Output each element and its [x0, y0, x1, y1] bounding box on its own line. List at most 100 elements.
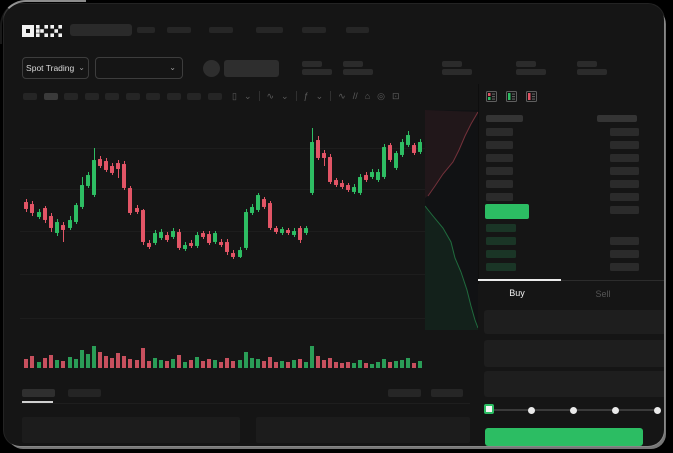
candle-body	[122, 164, 126, 188]
candle-style-icon[interactable]: ▯	[232, 90, 237, 101]
timeframe-button[interactable]	[84, 93, 99, 100]
volume-bar	[165, 361, 169, 368]
tab-buy[interactable]: Buy	[509, 288, 525, 298]
timeframe-button[interactable]	[105, 93, 119, 100]
volume-bar	[30, 356, 34, 368]
candle-body	[189, 243, 193, 246]
buy-button[interactable]	[485, 428, 643, 446]
candle-wick	[323, 150, 325, 166]
market-type-selector[interactable]: Spot Trading ⌄	[22, 57, 89, 79]
candle-body	[304, 228, 308, 233]
orders-tab-placeholder[interactable]	[22, 389, 55, 397]
book-view-bids-icon[interactable]	[506, 91, 517, 102]
candle-body	[310, 142, 314, 193]
last-price-badge[interactable]	[485, 204, 529, 219]
candle-body	[382, 147, 386, 177]
fullscreen-icon[interactable]: ⊡	[392, 90, 400, 101]
candle-body	[141, 210, 145, 242]
stat-label-placeholder	[302, 61, 322, 67]
volume-bar	[135, 360, 139, 368]
volume-bar	[346, 362, 350, 368]
volume-bar	[177, 355, 181, 368]
slider-stop-dot[interactable]	[527, 406, 535, 414]
timeframe-button[interactable]	[23, 93, 37, 100]
slider-stop-dot[interactable]	[569, 406, 577, 414]
volume-bar	[310, 346, 314, 368]
ask-price-placeholder	[486, 128, 513, 136]
nav-item-placeholder[interactable]	[346, 27, 369, 33]
volume-bar	[147, 361, 151, 368]
volume-bar	[141, 348, 145, 368]
bottom-input-left[interactable]	[22, 417, 240, 443]
volume-bar	[328, 358, 332, 368]
timeframe-button[interactable]	[207, 93, 222, 100]
wave-icon[interactable]: ∿	[338, 90, 346, 101]
nav-item-placeholder[interactable]	[167, 27, 191, 33]
volume-bar	[43, 358, 47, 368]
candle-body	[80, 185, 84, 207]
candle-body	[388, 145, 392, 160]
screenshot-icon[interactable]: ⌂	[364, 90, 371, 101]
amount-input-placeholder[interactable]	[484, 340, 664, 367]
candle-body	[292, 231, 296, 235]
settings-icon[interactable]: ◎	[377, 90, 386, 101]
volume-bar	[298, 359, 302, 368]
active-tab-underline	[478, 279, 561, 281]
search-bar-placeholder[interactable]	[70, 24, 132, 36]
line-style-icon[interactable]: ∿	[266, 90, 275, 101]
okx-logo[interactable]	[22, 24, 62, 38]
measure-icon[interactable]: //	[352, 90, 358, 101]
volume-bar	[225, 358, 229, 368]
volume-bar	[159, 360, 163, 368]
chevron-down-icon[interactable]: ⌄	[315, 90, 324, 101]
timeframe-button[interactable]	[166, 93, 181, 100]
volume-bar	[262, 361, 266, 368]
candle-body	[49, 216, 53, 228]
timeframe-button[interactable]	[43, 93, 58, 100]
chart-gridline	[20, 231, 425, 232]
candle-body	[74, 205, 78, 222]
depth-chart	[425, 110, 478, 330]
total-input-placeholder[interactable]	[484, 371, 664, 397]
nav-item-placeholder[interactable]	[209, 27, 233, 33]
price-input-placeholder[interactable]	[484, 310, 664, 334]
history-tab-placeholder[interactable]	[68, 389, 101, 397]
timeframe-button[interactable]	[125, 93, 140, 100]
pair-selector[interactable]: ⌄	[95, 57, 183, 79]
bottom-input-right[interactable]	[256, 417, 470, 443]
chevron-down-icon[interactable]: ⌄	[243, 90, 252, 101]
slider-handle[interactable]	[484, 404, 494, 414]
candle-body	[55, 222, 59, 233]
nav-item-placeholder[interactable]	[256, 27, 283, 33]
timeframe-button[interactable]	[64, 93, 78, 100]
ask-price-placeholder	[486, 141, 513, 149]
volume-bar	[376, 362, 380, 368]
book-view-combined-icon[interactable]	[486, 91, 497, 102]
candle-body	[207, 234, 211, 243]
book-view-asks-icon[interactable]	[526, 91, 537, 102]
ask-price-placeholder	[486, 154, 513, 162]
indicators-icon[interactable]: ƒ	[303, 90, 309, 101]
volume-bar	[37, 362, 41, 368]
volume-bar	[219, 362, 223, 368]
chevron-down-icon[interactable]: ⌄	[281, 90, 289, 101]
timeframe-button[interactable]	[187, 93, 201, 100]
volume-bar	[238, 360, 242, 368]
candle-body	[352, 187, 356, 192]
chart-gridline	[20, 274, 425, 275]
nav-item-placeholder[interactable]	[137, 27, 155, 33]
bottom-action-placeholder[interactable]	[431, 389, 463, 397]
coin-avatar[interactable]	[203, 60, 220, 77]
stat-value-placeholder	[577, 69, 607, 75]
tab-sell[interactable]: Sell	[595, 289, 611, 299]
bid-price-placeholder	[486, 237, 516, 245]
volume-bar	[231, 361, 235, 368]
candle-body	[30, 204, 34, 213]
bottom-action-placeholder[interactable]	[388, 389, 421, 397]
slider-stop-dot[interactable]	[653, 406, 661, 414]
nav-item-placeholder[interactable]	[302, 27, 326, 33]
depth-asks-line	[427, 111, 478, 197]
slider-stop-dot[interactable]	[611, 406, 619, 414]
timeframe-button[interactable]	[146, 93, 160, 100]
